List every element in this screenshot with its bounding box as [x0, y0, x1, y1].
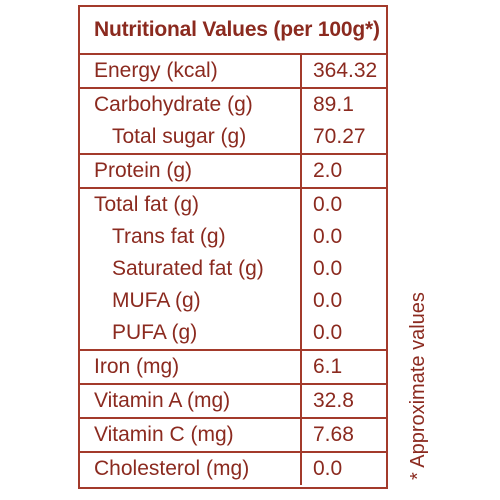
row-label-energy: Energy (kcal) [94, 59, 218, 82]
label-column: Cholesterol (mg) [80, 453, 302, 485]
table-title: Nutritional Values (per 100g*) [80, 7, 386, 55]
row-value-total-sugar: 70.27 [313, 125, 366, 148]
row-label-total-sugar: Total sugar (g) [112, 125, 247, 148]
group-iron: Iron (mg) 6.1 [80, 351, 386, 385]
label-column: Total fat (g) Trans fat (g) Saturated fa… [80, 189, 302, 349]
row-label-vitamin-c: Vitamin C (mg) [94, 423, 234, 446]
value-column: 0.0 0.0 0.0 0.0 0.0 [302, 189, 386, 349]
label-column: Protein (g) [80, 155, 302, 187]
row-label-total-fat: Total fat (g) [94, 193, 200, 216]
row-value-vitamin-c: 7.68 [313, 423, 354, 446]
label-column: Carbohydrate (g) Total sugar (g) [80, 89, 302, 153]
row-label-vitamin-a: Vitamin A (mg) [94, 389, 231, 412]
footnote-approximate-values: * Approximate values [407, 292, 429, 480]
group-energy: Energy (kcal) 364.32 [80, 55, 386, 89]
row-value-saturated-fat: 0.0 [313, 257, 343, 280]
label-column: Iron (mg) [80, 351, 302, 383]
group-protein: Protein (g) 2.0 [80, 155, 386, 189]
row-label-saturated-fat: Saturated fat (g) [112, 257, 264, 280]
label-column: Vitamin A (mg) [80, 385, 302, 417]
row-value-vitamin-a: 32.8 [313, 389, 354, 412]
row-label-pufa: PUFA (g) [112, 321, 198, 344]
row-label-trans-fat: Trans fat (g) [112, 225, 226, 248]
row-label-carbohydrate: Carbohydrate (g) [94, 93, 253, 116]
row-value-mufa: 0.0 [313, 289, 343, 312]
group-vitamin-a: Vitamin A (mg) 32.8 [80, 385, 386, 419]
row-value-pufa: 0.0 [313, 321, 343, 344]
row-value-cholesterol: 0.0 [313, 457, 343, 480]
label-column: Vitamin C (mg) [80, 419, 302, 451]
row-label-mufa: MUFA (g) [112, 289, 201, 312]
value-column: 6.1 [302, 351, 386, 383]
value-column: 7.68 [302, 419, 386, 451]
group-carbohydrate: Carbohydrate (g) Total sugar (g) 89.1 70… [80, 89, 386, 155]
nutrition-table-panel: Nutritional Values (per 100g*) Energy (k… [78, 5, 388, 489]
row-value-trans-fat: 0.0 [313, 225, 343, 248]
group-fat: Total fat (g) Trans fat (g) Saturated fa… [80, 189, 386, 351]
value-column: 2.0 [302, 155, 386, 187]
value-column: 0.0 [302, 453, 386, 485]
row-value-energy: 364.32 [313, 59, 378, 82]
row-value-carbohydrate: 89.1 [313, 93, 354, 116]
label-column: Energy (kcal) [80, 55, 302, 87]
group-cholesterol: Cholesterol (mg) 0.0 [80, 453, 386, 485]
row-value-total-fat: 0.0 [313, 193, 343, 216]
value-column: 364.32 [302, 55, 386, 87]
row-label-protein: Protein (g) [94, 159, 193, 182]
row-value-protein: 2.0 [313, 159, 343, 182]
nutrition-table: Energy (kcal) 364.32 Carbohydrate (g) To… [80, 55, 386, 485]
row-label-cholesterol: Cholesterol (mg) [94, 457, 250, 480]
value-column: 32.8 [302, 385, 386, 417]
group-vitamin-c: Vitamin C (mg) 7.68 [80, 419, 386, 453]
row-value-iron: 6.1 [313, 355, 343, 378]
value-column: 89.1 70.27 [302, 89, 386, 153]
row-label-iron: Iron (mg) [94, 355, 180, 378]
